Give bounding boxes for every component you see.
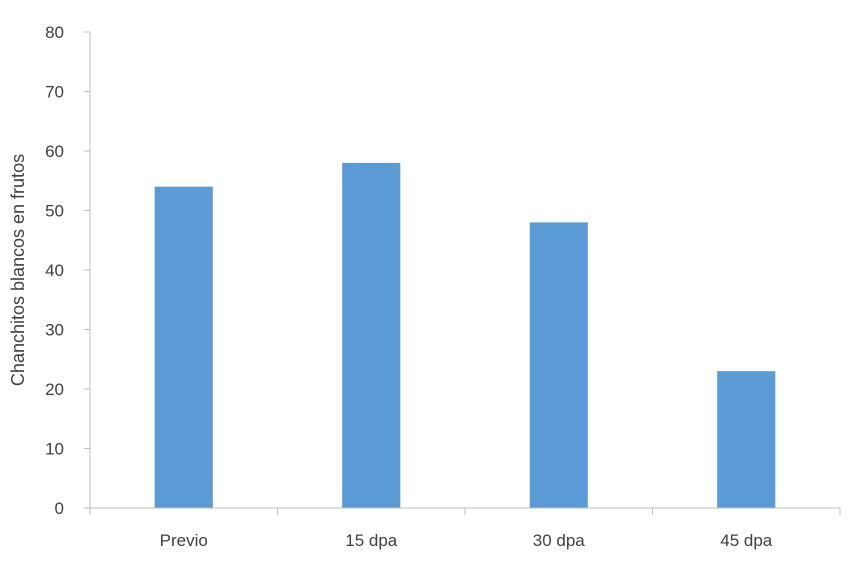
y-tick-label: 30	[45, 321, 64, 340]
y-tick-label: 60	[45, 142, 64, 161]
y-tick-label: 10	[45, 440, 64, 459]
x-axis-ticks: Previo 15 dpa 30 dpa 45 dpa	[89, 508, 841, 550]
bar-15-dpa	[342, 162, 401, 508]
y-tick-label: 20	[45, 380, 64, 399]
x-tick-label: Previo	[160, 531, 208, 550]
bar-previo	[154, 186, 213, 508]
bar-45-dpa	[717, 371, 776, 508]
x-tick-label: 45 dpa	[720, 531, 773, 550]
y-tick-label: 80	[45, 23, 64, 42]
y-axis-ticks: 0 10 20 30 40 50 60 70 80	[45, 23, 90, 518]
x-tick-label: 15 dpa	[345, 531, 398, 550]
y-axis-title: Chanchitos blancos en frutos	[8, 154, 28, 386]
y-tick-label: 40	[45, 261, 64, 280]
y-tick-label: 70	[45, 83, 64, 102]
bars	[154, 162, 776, 508]
y-tick-label: 0	[55, 499, 64, 518]
x-tick-label: 30 dpa	[533, 531, 586, 550]
bar-30-dpa	[529, 222, 588, 508]
y-tick-label: 50	[45, 202, 64, 221]
